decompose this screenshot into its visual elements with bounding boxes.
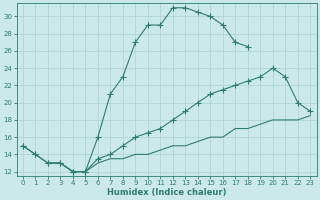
X-axis label: Humidex (Indice chaleur): Humidex (Indice chaleur) <box>107 188 226 197</box>
